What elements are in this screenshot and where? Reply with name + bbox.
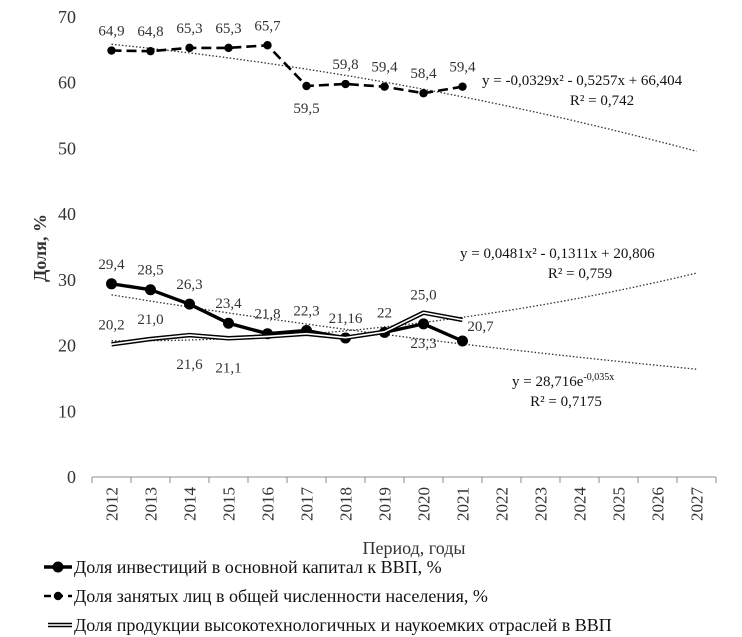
trendline bbox=[111, 43, 697, 152]
data-label: 25,0 bbox=[410, 288, 436, 304]
data-label: 29,4 bbox=[98, 257, 125, 273]
data-point bbox=[457, 335, 468, 347]
data-label: 21,0 bbox=[137, 312, 163, 328]
data-point bbox=[223, 317, 234, 329]
trend-equation: y = -0,0329x² - 0,5257x + 66,404 bbox=[482, 73, 683, 89]
data-label: 21,6 bbox=[176, 357, 203, 373]
data-label: 58,4 bbox=[410, 66, 437, 82]
y-tick-label: 50 bbox=[58, 138, 76, 158]
data-point bbox=[263, 41, 272, 50]
legend-label: Доля продукции высокотехнологичных и нау… bbox=[74, 615, 612, 635]
data-label: 26,3 bbox=[176, 277, 202, 293]
data-point bbox=[107, 46, 116, 55]
data-label: 59,4 bbox=[449, 60, 476, 76]
trend-equation: y = 28,716e-0,035x bbox=[512, 372, 614, 390]
legend: Доля инвестиций в основной капитал к ВВП… bbox=[44, 557, 612, 635]
data-label: 65,3 bbox=[215, 21, 241, 37]
data-label: 20,2 bbox=[98, 317, 124, 333]
trend-equations: y = -0,0329x² - 0,5257x + 66,404 R² = 0,7… bbox=[460, 73, 683, 410]
data-label: 65,3 bbox=[176, 21, 202, 37]
trendline bbox=[111, 272, 697, 342]
data-label: 22 bbox=[377, 305, 392, 321]
x-tick-label: 2013 bbox=[142, 487, 161, 521]
data-label: 28,5 bbox=[137, 263, 163, 279]
y-tick-label: 30 bbox=[58, 270, 76, 290]
data-label: 23,3 bbox=[410, 336, 436, 352]
data-label: 64,8 bbox=[137, 24, 163, 40]
legend-label: Доля инвестиций в основной капитал к ВВП… bbox=[74, 557, 442, 577]
data-label: 22,3 bbox=[293, 303, 319, 319]
trend-equation-exponent: -0,035x bbox=[583, 372, 614, 383]
data-point bbox=[106, 278, 117, 290]
data-point bbox=[184, 298, 195, 310]
data-point bbox=[418, 318, 429, 330]
x-tick-label: 2021 bbox=[454, 487, 473, 521]
x-tick-label: 2025 bbox=[610, 487, 629, 521]
y-tick-label: 70 bbox=[58, 7, 76, 27]
trendlines bbox=[111, 43, 697, 370]
y-tick-label: 40 bbox=[58, 204, 76, 224]
data-label: 59,5 bbox=[293, 101, 319, 117]
trend-equation: y = 0,0481x² - 0,1311x + 20,806 bbox=[460, 246, 655, 262]
data-point bbox=[302, 81, 311, 91]
x-tick-label: 2015 bbox=[220, 487, 239, 521]
legend-marker bbox=[52, 561, 64, 573]
data-label: 64,9 bbox=[98, 24, 124, 40]
data-label: 59,4 bbox=[371, 60, 398, 76]
x-tick-label: 2023 bbox=[532, 487, 551, 521]
series-line bbox=[111, 282, 464, 343]
trend-equation: R² = 0,742 bbox=[570, 93, 634, 109]
x-axis-title: Период, годы bbox=[363, 538, 466, 558]
x-tick-label: 2017 bbox=[298, 487, 317, 522]
data-point bbox=[419, 89, 428, 98]
series-line bbox=[111, 43, 463, 95]
data-point bbox=[224, 43, 233, 53]
data-labels: 29,4 28,5 26,3 23,4 21,8 22,3 21,16 22 23,3 20,7 6… bbox=[98, 18, 494, 376]
x-tick-label: 2020 bbox=[415, 487, 434, 521]
x-tick-label: 2012 bbox=[103, 487, 122, 521]
series-group bbox=[106, 41, 468, 347]
data-label: 21,16 bbox=[329, 311, 363, 327]
data-label: 59,8 bbox=[332, 57, 358, 73]
data-label: 21,8 bbox=[254, 307, 280, 323]
x-tick-label: 2024 bbox=[571, 487, 590, 522]
data-label: 65,7 bbox=[254, 18, 281, 34]
data-point bbox=[341, 79, 350, 89]
axes: 0 10 20 30 40 50 60 70 2012 2013 2014 2015 2016 2017 2… bbox=[58, 7, 717, 522]
legend-label: Доля занятых лиц в общей численности нас… bbox=[74, 586, 488, 606]
y-tick-label: 20 bbox=[58, 336, 76, 356]
data-label: 20,7 bbox=[467, 319, 494, 335]
x-tick-label: 2019 bbox=[376, 487, 395, 521]
x-tick-label: 2027 bbox=[688, 487, 707, 522]
x-tick-label: 2014 bbox=[181, 487, 200, 522]
data-point bbox=[458, 82, 467, 91]
x-tick-label: 2016 bbox=[259, 487, 278, 521]
trendline bbox=[111, 294, 697, 370]
data-point bbox=[185, 43, 194, 53]
y-tick-label: 60 bbox=[58, 73, 76, 93]
y-tick-label: 10 bbox=[58, 401, 76, 421]
trend-equation: R² = 0,7175 bbox=[530, 394, 602, 410]
x-tick-label: 2022 bbox=[493, 487, 512, 521]
x-tick-label: 2026 bbox=[649, 487, 668, 521]
x-tick-label: 2018 bbox=[337, 487, 356, 521]
data-label: 21,1 bbox=[215, 360, 241, 376]
legend-marker bbox=[53, 591, 63, 601]
y-tick-label: 0 bbox=[67, 467, 76, 487]
data-point bbox=[146, 46, 155, 56]
trend-equation: R² = 0,759 bbox=[548, 266, 612, 282]
y-axis-title: Доля, % bbox=[30, 214, 50, 282]
data-label: 23,4 bbox=[215, 296, 242, 312]
data-point bbox=[145, 284, 156, 296]
trend-equation-base: y = 28,716e bbox=[512, 374, 584, 390]
series-line-inner bbox=[111, 311, 463, 346]
data-point bbox=[380, 82, 389, 91]
